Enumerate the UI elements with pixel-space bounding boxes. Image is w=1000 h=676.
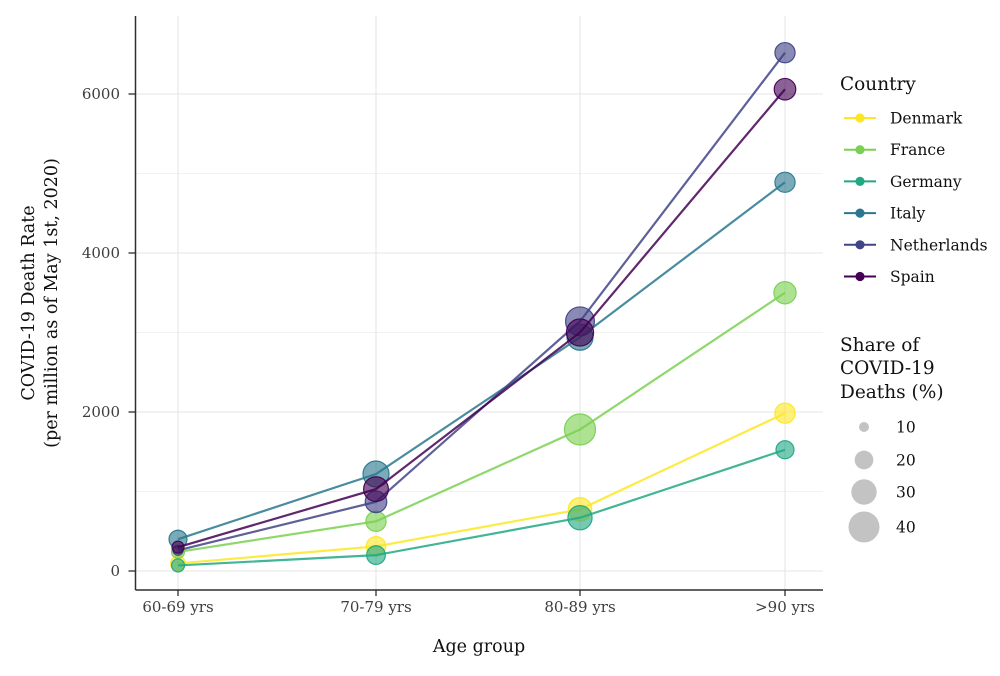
size-legend-title-line3: Deaths (%) [840,382,944,403]
y-axis-title-line1: COVID-19 Death Rate [19,205,39,400]
x-tick-label: >90 yrs [755,598,815,616]
data-point-germany-3 [775,440,795,460]
x-tick-label: 80-89 yrs [544,598,615,616]
y-tick-label: 4000 [82,244,120,262]
series-line-denmark [177,412,786,565]
data-point-germany-2 [567,505,593,531]
size-legend-value-label: 10 [896,419,916,437]
y-tick-label: 6000 [82,85,120,103]
size-legend-key-circle [858,421,870,433]
legend-entry-italy: Italy [844,205,926,223]
data-point-spain-0 [171,540,185,554]
series-line-italy [177,181,786,541]
series-france [170,281,797,559]
axes: 0 2000 4000 6000 60-69 yrs 70-79 yrs 80-89 yrs… [19,85,815,657]
country-legend-title: Country [840,74,916,95]
size-legend-key-circle [848,511,880,543]
data-point-netherlands-3 [774,41,796,64]
legend-entry-label: Italy [890,205,926,223]
series-line-spain [177,88,786,549]
legend-key-dot [855,176,865,186]
legend-entry-spain: Spain [844,268,935,286]
legend-entry-label: Netherlands [890,236,988,254]
data-point-spain-1 [363,476,389,503]
legend-entry-france: France [844,141,945,159]
legend-entry-germany: Germany [844,173,962,191]
size-legend-title-line1: Share of [840,335,920,356]
data-point-spain-3 [773,77,797,101]
data-point-spain-2 [565,318,595,347]
legend-key-dot [855,271,865,282]
x-axis-title: Age group [432,637,525,657]
size-legend-entry-20: 20 [854,450,916,470]
data-point-france-2 [563,413,597,446]
legend-key-dot [855,113,865,123]
legend-entry-label: Denmark [890,110,963,128]
data-point-germany-1 [366,545,386,566]
series-line-france [177,291,786,554]
y-tick-label: 2000 [82,403,120,421]
series-spain [171,77,797,554]
size-legend-key-circle [851,479,877,505]
data-point-germany-0 [170,558,186,573]
size-legend-entry-10: 10 [858,419,916,437]
country-legend: Country Denmark France Germany Italy Netherla… [840,74,988,286]
size-legend-title-line2: COVID-19 [840,358,935,379]
size-legend-entry-30: 30 [851,479,916,505]
data-point-italy-3 [774,171,796,193]
legend-entry-denmark: Denmark [844,110,963,128]
x-tick-label: 70-79 yrs [340,598,411,616]
y-tick-label: 0 [110,562,120,580]
series-germany [170,440,795,573]
size-legend-entry-40: 40 [848,511,916,543]
legend-entry-label: France [890,141,945,159]
size-legend-value-label: 20 [896,452,916,470]
y-axis-title-line2: (per million as of May 1st, 2020) [42,158,62,448]
legend-entry-label: Germany [890,173,962,191]
data-point-france-1 [365,510,387,532]
size-legend-key-circle [854,450,874,470]
legend-key-dot [855,145,865,155]
legend-key-dot [855,208,865,218]
data-point-denmark-3 [774,402,796,424]
size-legend-value-label: 30 [896,484,916,502]
legend-entry-label: Spain [890,268,935,286]
legend-entry-netherlands: Netherlands [844,236,988,254]
size-legend-value-label: 40 [896,519,916,537]
x-tick-label: 60-69 yrs [142,598,213,616]
series-line-germany [177,448,786,567]
legend-key-dot [855,240,865,250]
data-point-france-3 [773,281,797,305]
